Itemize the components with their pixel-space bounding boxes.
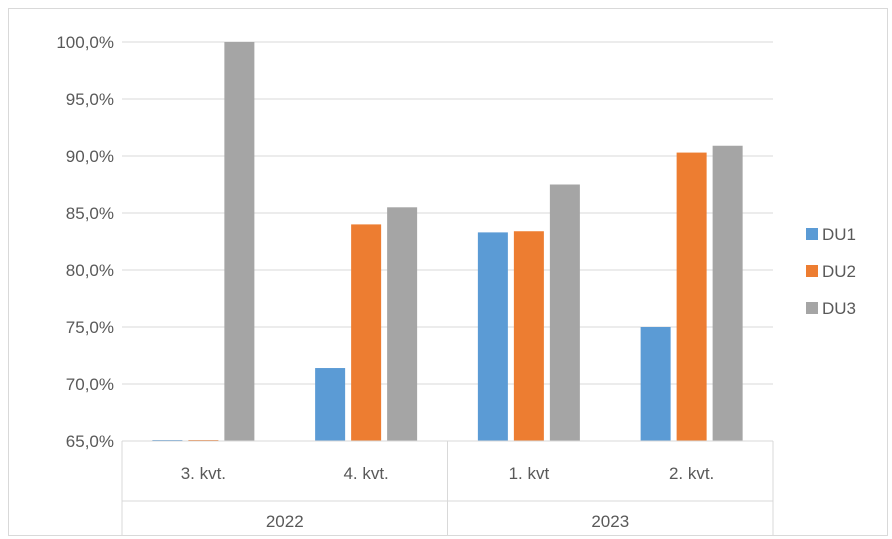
y-tick-label: 65,0% [66, 432, 114, 451]
x-category-label: 2. kvt. [669, 464, 714, 483]
y-tick-label: 75,0% [66, 318, 114, 337]
bar-du1 [315, 368, 346, 441]
bar-du3 [387, 207, 418, 441]
bar-du2 [513, 231, 544, 441]
bar-du1 [477, 232, 508, 441]
bar-du3 [224, 42, 255, 441]
y-tick-label: 95,0% [66, 90, 114, 109]
legend-label-du2: DU2 [822, 262, 856, 281]
gridlines [122, 41, 773, 385]
bar-du2 [676, 152, 707, 441]
x-group-label: 2022 [266, 512, 304, 531]
x-category-label: 4. kvt. [343, 464, 388, 483]
bar-du3 [712, 145, 743, 442]
legend-swatch-du1 [806, 228, 818, 240]
bar-du3 [549, 184, 580, 441]
y-tick-label: 100,0% [56, 33, 114, 52]
x-category-label: 1. kvt [509, 464, 550, 483]
y-tick-label: 70,0% [66, 375, 114, 394]
x-category-label: 3. kvt. [181, 464, 226, 483]
bars [152, 42, 743, 442]
legend-swatch-du2 [806, 265, 818, 277]
x-group-label: 2023 [591, 512, 629, 531]
legend-label-du1: DU1 [822, 225, 856, 244]
axes: 65,0% 70,0% 75,0% 80,0% 85,0% 90,0% 95,0% 100,0… [56, 33, 774, 536]
legend-swatch-du3 [806, 302, 818, 314]
y-tick-label: 90,0% [66, 147, 114, 166]
bar-du2 [351, 224, 382, 441]
legend-label-du3: DU3 [822, 299, 856, 318]
legend: DU1 DU2 DU3 [806, 225, 856, 318]
bar-du1 [640, 327, 671, 441]
y-tick-label: 80,0% [66, 261, 114, 280]
y-tick-label: 85,0% [66, 204, 114, 223]
